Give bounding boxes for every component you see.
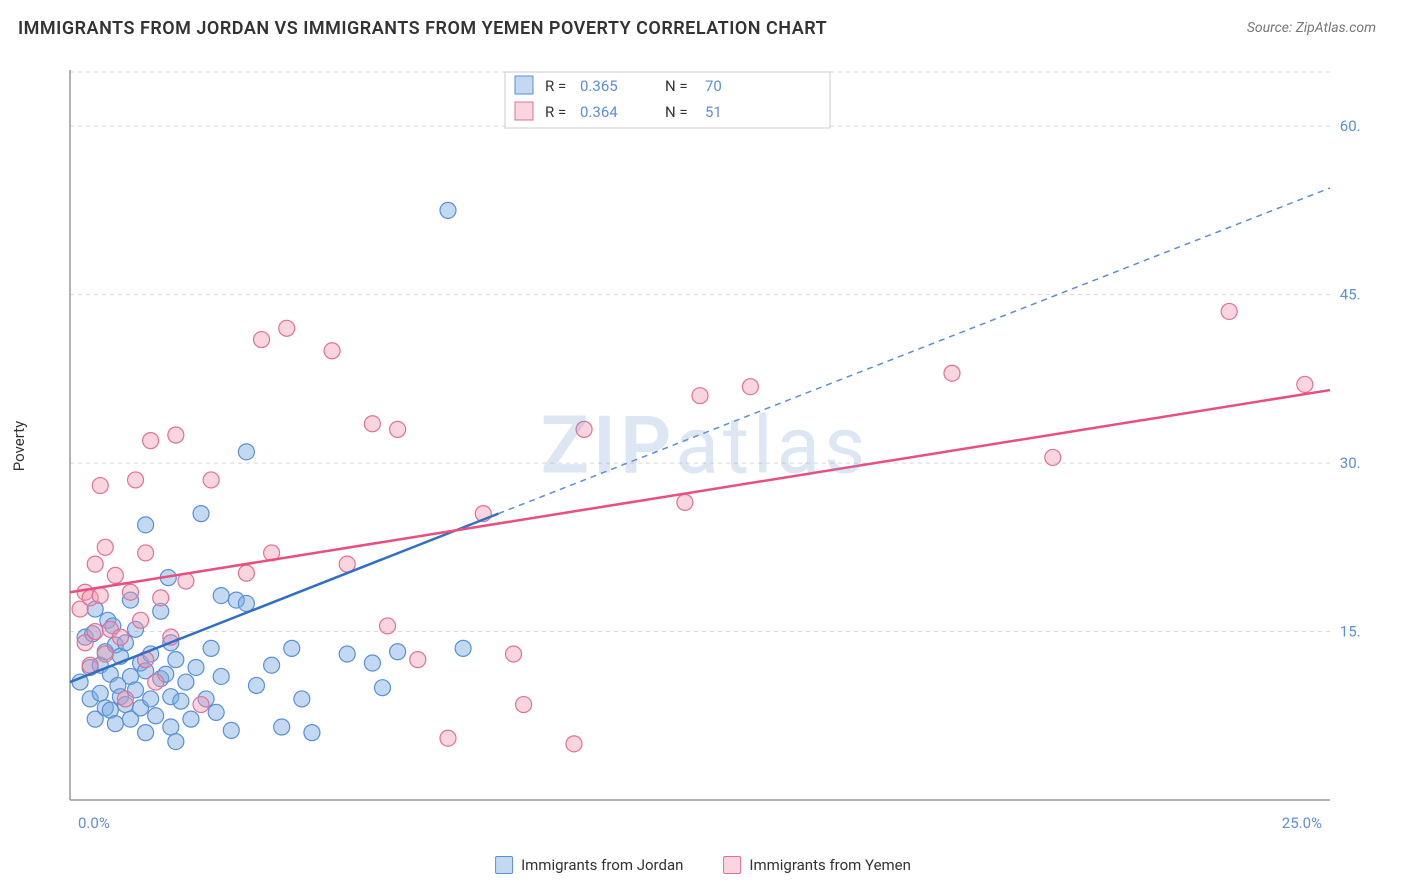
scatter-chart: 15.0% 30.0% 45.0% 60.0% 0.0% 25.0% R = 0.365 N =… [50,60,1360,840]
svg-text:30.0%: 30.0% [1340,454,1360,472]
legend-swatch-icon [723,856,741,874]
svg-text:R =: R = [545,77,566,95]
svg-text:45.0%: 45.0% [1340,286,1360,304]
svg-text:60.0%: 60.0% [1340,117,1360,135]
y-axis-label: Poverty [10,421,28,471]
svg-text:N =: N = [665,103,688,121]
svg-text:70: 70 [705,77,722,95]
svg-text:0.364: 0.364 [580,103,618,121]
svg-text:N =: N = [665,77,688,95]
svg-text:15.0%: 15.0% [1340,623,1360,641]
svg-text:0.0%: 0.0% [78,814,110,832]
svg-text:R =: R = [545,103,566,121]
chart-area: 15.0% 30.0% 45.0% 60.0% 0.0% 25.0% R = 0.365 N =… [50,60,1360,840]
legend-item-yemen: Immigrants from Yemen [723,856,911,874]
legend-item-jordan: Immigrants from Jordan [495,856,683,874]
chart-title: IMMIGRANTS FROM JORDAN VS IMMIGRANTS FRO… [18,18,827,39]
svg-text:51: 51 [705,103,722,121]
source-attribution: Source: ZipAtlas.com [1247,20,1376,36]
svg-text:0.365: 0.365 [580,77,618,95]
legend-label: Immigrants from Yemen [749,856,911,874]
bottom-legend: Immigrants from Jordan Immigrants from Y… [495,856,911,874]
svg-text:25.0%: 25.0% [1282,814,1322,832]
legend-label: Immigrants from Jordan [521,856,683,874]
legend-swatch-icon [495,856,513,874]
